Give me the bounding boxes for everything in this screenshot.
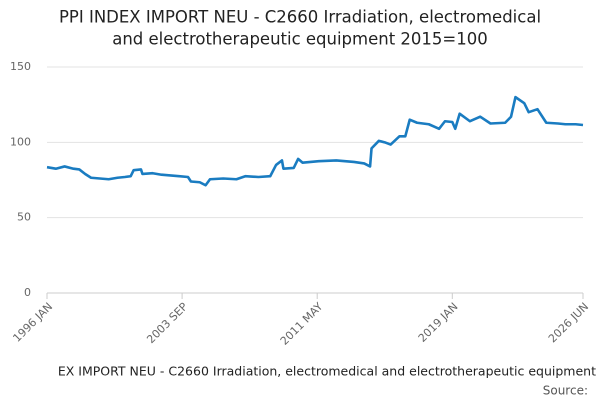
- x-tick-label: 2026 JUN: [546, 300, 591, 345]
- line-series: [46, 95, 584, 187]
- y-tick-label: 100: [10, 135, 31, 148]
- y-tick-label: 150: [10, 60, 31, 73]
- x-tick-label: 2011 MAY: [278, 300, 326, 348]
- source: Source:: [543, 384, 588, 398]
- y-tick-label: 50: [17, 211, 31, 224]
- x-tick-label: 1996 JAN: [10, 300, 55, 345]
- x-tick-label: 2019 JAN: [416, 300, 461, 345]
- legend-label: EX IMPORT NEU - C2660 Irradiation, elect…: [58, 364, 596, 379]
- chart-title: PPI INDEX IMPORT NEU - C2660 Irradiation…: [59, 8, 541, 27]
- chart-title: and electrotherapeutic equipment 2015=10…: [112, 30, 488, 49]
- x-tick-label: 2003 SEP: [144, 300, 190, 346]
- y-tick-label: 0: [24, 286, 31, 299]
